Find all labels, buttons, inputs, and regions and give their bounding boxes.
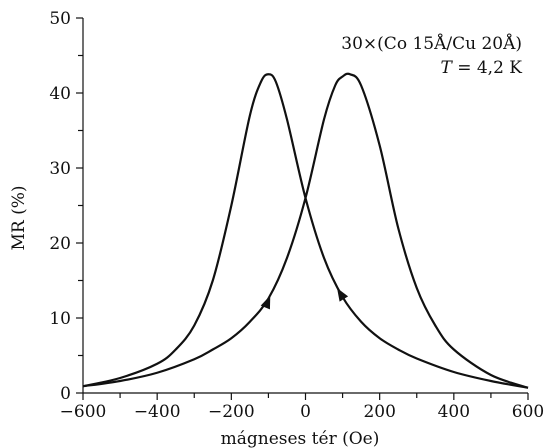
y-tick-label: 10 bbox=[49, 309, 71, 329]
mr-curve-2 bbox=[82, 72, 529, 389]
y-axis: 0 10 20 30 40 50 bbox=[49, 9, 84, 404]
x-tick-label: −400 bbox=[134, 402, 181, 422]
y-tick-label: 40 bbox=[49, 84, 71, 104]
x-tick-label: −600 bbox=[60, 402, 107, 422]
y-tick-label: 20 bbox=[49, 234, 71, 254]
y-tick-label: 50 bbox=[49, 9, 71, 29]
y-tick-label: 30 bbox=[49, 159, 71, 179]
x-tick-label: 0 bbox=[300, 402, 311, 422]
temperature-symbol: T bbox=[440, 58, 453, 78]
x-tick-label: 600 bbox=[512, 402, 544, 422]
x-tick-label: 400 bbox=[438, 402, 470, 422]
y-ticks: 0 10 20 30 40 50 bbox=[49, 9, 83, 404]
x-axis-label: mágneses tér (Oe) bbox=[221, 429, 380, 448]
x-tick-label: 200 bbox=[363, 402, 395, 422]
y-axis-label: MR (%) bbox=[9, 185, 29, 250]
mr-curve-1 bbox=[82, 73, 529, 389]
annotation-temperature: T = 4,2 K bbox=[440, 58, 522, 78]
y-tick-label: 0 bbox=[60, 384, 71, 404]
annotation-sample: 30×(Co 15Å/Cu 20Å) bbox=[341, 33, 522, 54]
x-ticks: −600 −400 −200 0 200 400 600 bbox=[60, 393, 544, 422]
x-tick-label: −200 bbox=[208, 402, 255, 422]
arrow-up-sweep-icon bbox=[260, 295, 271, 310]
arrow-down-sweep-icon bbox=[337, 288, 349, 302]
temperature-value: = 4,2 K bbox=[452, 58, 522, 78]
curves bbox=[82, 72, 529, 389]
x-axis: −600 −400 −200 0 200 400 600 bbox=[60, 392, 544, 422]
